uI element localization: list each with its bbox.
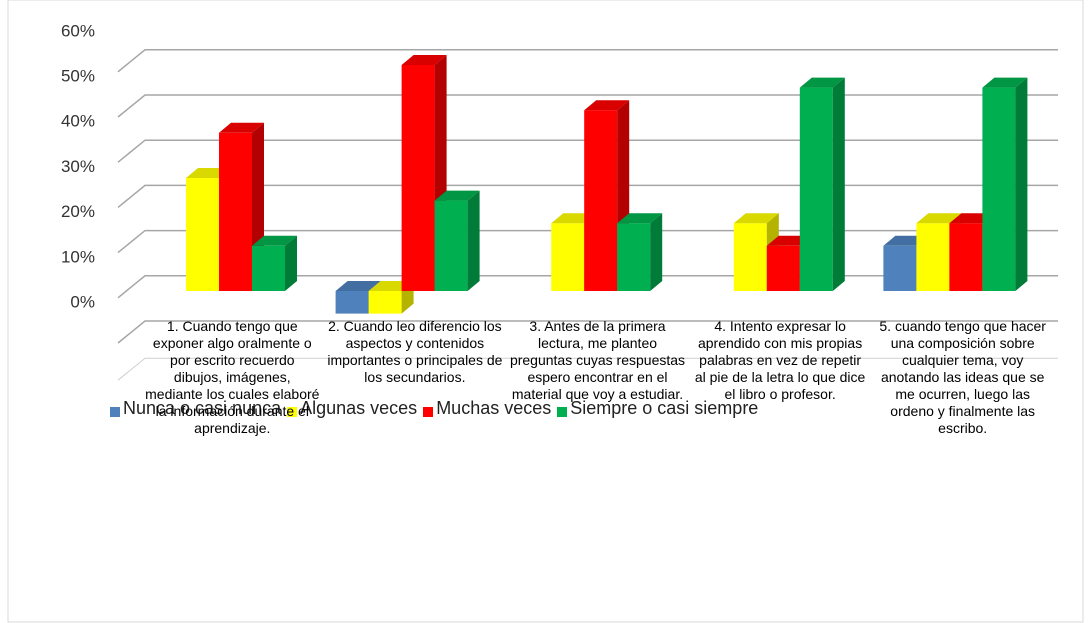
grid-line [117, 139, 1058, 163]
legend-swatch [110, 407, 120, 417]
bar-front [617, 223, 651, 291]
bar-front [982, 87, 1016, 291]
bar-front [368, 291, 402, 314]
bar-top [252, 235, 297, 246]
bar-front [799, 87, 833, 291]
legend-item: Siempre o casi siempre [557, 398, 758, 419]
bar-top [434, 190, 480, 201]
y-tick-label: 60% [61, 21, 95, 40]
bar-front [186, 178, 219, 291]
bar-front [252, 245, 285, 291]
x-tick-label: 5. cuando tengo que hacer una composició… [879, 318, 1046, 436]
grid-line [117, 49, 1058, 73]
grid-line [117, 94, 1058, 118]
bar-front [219, 132, 252, 291]
bar-side [832, 77, 845, 291]
bar-side [650, 213, 663, 291]
bar-front [434, 200, 468, 291]
y-tick-label: 30% [61, 157, 95, 176]
grid-line [117, 320, 1058, 344]
bar [434, 190, 480, 291]
bar-top [584, 100, 630, 111]
bar-front [916, 223, 950, 291]
chart-border [7, 0, 1084, 623]
bar [982, 77, 1028, 291]
y-tick-label: 20% [61, 202, 95, 221]
legend-swatch [423, 407, 434, 417]
floor [117, 357, 1058, 381]
legend-label: Algunas veces [300, 398, 418, 418]
bar-front [766, 245, 800, 291]
bar [617, 213, 663, 291]
x-tick-label: 2. Cuando leo diferencio los aspectos y … [327, 318, 503, 385]
bar-front [335, 291, 369, 314]
bar-top [916, 213, 962, 224]
bar [799, 77, 845, 291]
y-tick-label: 40% [61, 112, 95, 131]
legend-item: Algunas veces [287, 398, 417, 419]
bar [949, 213, 995, 291]
y-tick-label: 0% [70, 292, 95, 311]
bar-top [219, 122, 264, 133]
bar-top [799, 77, 845, 88]
bar-top [335, 281, 381, 291]
bar-top [617, 213, 663, 224]
bar-front [733, 223, 767, 291]
legend-swatch [287, 407, 298, 417]
legend-item: Nunca o casi nunca [110, 398, 281, 419]
legend-swatch [557, 407, 568, 417]
bar-side [467, 190, 480, 291]
bar-side [285, 235, 297, 291]
x-tick-label: 3. Antes de la primera lectura, me plant… [509, 318, 686, 402]
x-tick-label: 1. Cuando tengo que exponer algo oralmen… [145, 318, 320, 436]
y-tick-label: 50% [61, 66, 95, 85]
bar [252, 235, 297, 291]
bar-front [949, 223, 983, 291]
bar-front [551, 223, 585, 291]
bar-front [883, 245, 917, 291]
legend-item: Muchas veces [423, 398, 551, 419]
legend: Nunca o casi nunca Algunas veces Muchas ve… [110, 398, 764, 419]
bar-front [584, 110, 618, 291]
bar-top [401, 55, 447, 65]
bar-top [733, 213, 779, 224]
legend-label: Siempre o casi siempre [570, 398, 759, 418]
grid-line [117, 184, 1058, 208]
y-tick-label: 10% [61, 247, 95, 266]
bar-top [982, 77, 1028, 88]
legend-label: Nunca o casi nunca [123, 398, 282, 418]
legend-label: Muchas veces [436, 398, 552, 418]
bar-side [1015, 77, 1028, 291]
x-tick-label: 4. Intento expresar lo aprendido con mis… [694, 318, 866, 402]
bar-front [401, 65, 435, 291]
